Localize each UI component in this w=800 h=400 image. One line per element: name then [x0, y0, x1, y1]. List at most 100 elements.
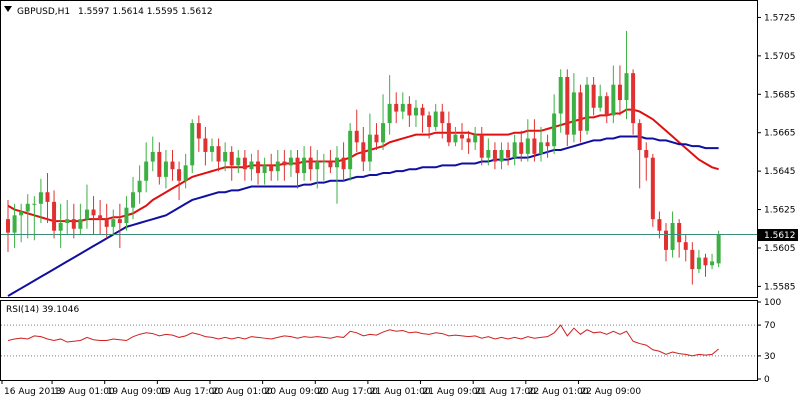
current-price-tag: [758, 229, 798, 241]
candle-body: [223, 151, 228, 162]
candle: [407, 96, 412, 127]
candle: [308, 146, 313, 181]
time-tick-label: 21 Aug 09:00: [423, 387, 484, 397]
candle-body: [275, 161, 280, 172]
candle: [512, 134, 517, 166]
candle: [52, 190, 57, 239]
candle-body: [400, 103, 405, 112]
candle: [479, 126, 484, 166]
candle-body: [348, 130, 353, 170]
price-tick-label: 1.5625: [764, 206, 796, 216]
candle: [367, 113, 372, 172]
candle-body: [288, 157, 293, 166]
candle-body: [98, 215, 103, 220]
time-tick-label: 21 Aug 17:00: [475, 387, 536, 397]
collapse-triangle-icon[interactable]: [4, 6, 12, 12]
candle-body: [229, 151, 234, 166]
candle-body: [545, 142, 550, 147]
candle: [558, 69, 563, 133]
candle: [275, 150, 280, 181]
candle-body: [473, 134, 478, 143]
time-tick-label: 21 Aug 01:00: [370, 387, 431, 397]
candle-body: [624, 73, 629, 101]
candle-body: [446, 123, 451, 143]
candle-body: [479, 134, 484, 158]
candle: [624, 30, 629, 120]
candle: [315, 150, 320, 189]
candle: [6, 199, 10, 252]
candle-body: [150, 151, 155, 162]
candle: [98, 199, 103, 235]
candle-body: [578, 92, 583, 131]
candle: [710, 253, 715, 270]
candle-body: [598, 96, 603, 108]
candle: [506, 142, 511, 166]
candle: [611, 65, 616, 124]
candle-body: [466, 138, 471, 143]
candle: [150, 136, 155, 172]
candle: [538, 126, 543, 162]
candle: [690, 242, 695, 285]
candle-body: [216, 146, 221, 162]
candle-body: [196, 123, 201, 139]
candle: [499, 142, 504, 170]
candle-body: [453, 134, 458, 143]
rsi-tick-label: 0: [764, 375, 770, 385]
candle-body: [117, 219, 122, 223]
candle-body: [183, 165, 188, 181]
candle-body: [12, 215, 17, 233]
candle-body: [604, 96, 609, 116]
candle-body: [670, 223, 675, 250]
candle-body: [242, 157, 247, 170]
candle: [591, 77, 596, 116]
candle: [571, 73, 576, 143]
candle: [71, 203, 76, 239]
candle: [644, 142, 649, 181]
candle: [446, 111, 451, 147]
candle-body: [486, 150, 491, 158]
candle: [598, 84, 603, 112]
candle-body: [433, 111, 438, 127]
candle-body: [650, 157, 655, 220]
candle-body: [170, 161, 175, 170]
candle-body: [703, 257, 708, 266]
price-tick-label: 1.5645: [764, 167, 796, 177]
candle: [117, 203, 122, 248]
candle: [387, 75, 392, 135]
price-tick-label: 1.5725: [764, 13, 796, 23]
candle: [374, 123, 379, 150]
candle: [45, 173, 50, 223]
rsi-line-group: [7, 324, 719, 357]
candle-body: [716, 234, 721, 264]
price-tick-label: 1.5605: [764, 244, 796, 254]
candle: [58, 203, 63, 248]
candle-body: [519, 142, 524, 154]
candle-body: [124, 207, 129, 223]
rsi-panel-frame: [0, 300, 758, 381]
candle: [585, 77, 590, 135]
candle-body: [394, 103, 399, 112]
candle-body: [315, 161, 320, 170]
candle-body: [677, 223, 682, 243]
time-tick-label: 20 Aug 17:00: [317, 387, 378, 397]
candle: [716, 230, 721, 268]
candle: [696, 249, 701, 273]
candle-body: [190, 123, 195, 166]
candle-body: [104, 219, 109, 227]
candle-body: [690, 249, 695, 270]
candle: [631, 69, 636, 135]
candle: [650, 153, 655, 227]
candle-body: [295, 157, 300, 174]
candle-body: [611, 84, 616, 116]
candle: [683, 234, 688, 262]
candle-body: [163, 161, 168, 177]
candle-body: [354, 130, 359, 143]
candle: [604, 92, 609, 124]
candle: [460, 123, 465, 150]
candle-body: [262, 165, 267, 174]
candle: [341, 142, 346, 181]
candle: [183, 153, 188, 189]
candle: [269, 153, 274, 181]
candle: [236, 150, 241, 174]
candle: [163, 150, 168, 189]
